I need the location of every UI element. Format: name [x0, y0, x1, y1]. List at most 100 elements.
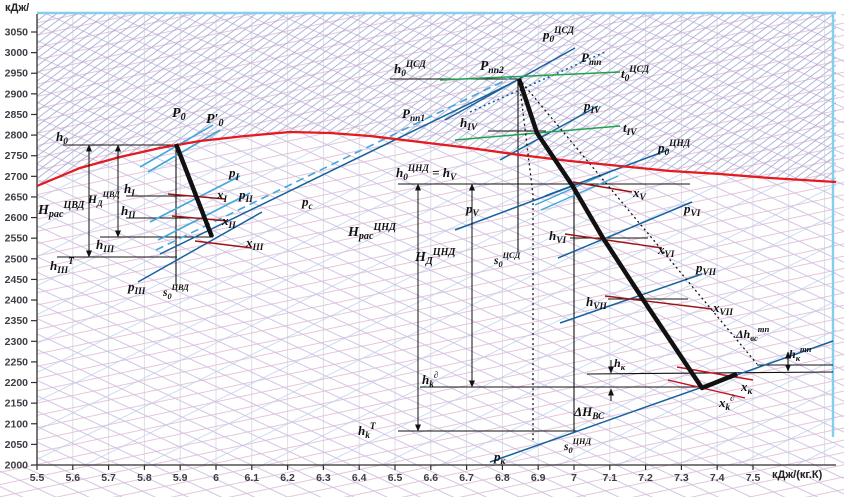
pk-label: pк: [493, 449, 506, 467]
y-tick-label: 2650: [5, 191, 29, 203]
xIII-label: xIII: [245, 235, 264, 253]
hI-label: hI: [124, 181, 135, 199]
isoline-layer: [57, 47, 834, 463]
arrow-layer: [86, 144, 791, 432]
h0-label: h0: [56, 129, 68, 147]
tIV-label: tIV: [623, 120, 637, 138]
pVII-label: pVII: [695, 260, 716, 278]
x-tick-label: 6.6: [423, 472, 438, 484]
p0csd-label: p0ЦСД: [542, 26, 575, 45]
ppp1-label: Pпп1: [402, 106, 425, 124]
y-tick-label: 2800: [5, 130, 29, 142]
x-tick-label: 6.8: [495, 472, 510, 484]
x-tick-label: 6.4: [352, 472, 367, 484]
y-tick-label: 3000: [5, 47, 29, 59]
y-tick-label: 2250: [5, 356, 29, 368]
y-tick-label: 2300: [5, 336, 29, 348]
xkd-line: [667, 379, 746, 399]
t0csd-label: t0ЦСД: [621, 65, 650, 84]
ppp1-line: [155, 76, 513, 251]
hp-process: [173, 143, 215, 238]
x-tick-label: 7.2: [638, 472, 653, 484]
hkd-label: hk∂: [422, 371, 439, 390]
y-tick-label: 2050: [5, 439, 29, 451]
x-tick-label: 6.2: [280, 472, 295, 484]
y-tick-label: 2900: [5, 88, 29, 100]
s0cvd-label: s0ЦВД: [162, 283, 189, 301]
x-axis-unit-label: кДж/(кг.К): [772, 469, 823, 481]
y-tick-label: 2950: [5, 68, 29, 80]
t0csd-line: [439, 71, 621, 81]
xVI-label: xVI: [657, 242, 675, 260]
x-tick-label: 6.3: [316, 472, 331, 484]
pk-line: [489, 340, 834, 463]
pI-label: pI: [228, 165, 240, 183]
x-tick-label: 6: [213, 472, 219, 484]
y-tick-label: 2450: [5, 274, 29, 286]
Hras-cvd-label: HрасЦВД: [37, 200, 85, 220]
ppp2-label: Pпп2: [480, 58, 504, 76]
axis-layer: 2000 2050 2100 2150 2200 2250 2300 2350 2400 2450…: [5, 11, 836, 484]
pVI-label: pVI: [683, 201, 701, 219]
y-tick-label: 2600: [5, 212, 29, 224]
pc-line: [159, 80, 517, 255]
process-layer: [173, 78, 738, 443]
x-tick-label: 7: [571, 472, 577, 484]
y-tick-label: 2400: [5, 295, 29, 307]
dhvstp-label: Δhвстп: [735, 324, 769, 343]
V-cyan2-line: [540, 175, 619, 211]
x-tick-label: 6.1: [244, 472, 259, 484]
y-tick-label: 2850: [5, 109, 29, 121]
saturation-curve: [36, 130, 837, 188]
x-tick-label: 6.9: [531, 472, 546, 484]
y-tick-label: 2150: [5, 398, 29, 410]
xIII-line: [194, 240, 253, 249]
y-tick-label: 2000: [5, 460, 29, 472]
h0csd-label: h0ЦСД: [394, 60, 426, 79]
xI-label: xI: [216, 187, 228, 205]
pVI-line: [557, 201, 693, 259]
x-tick-label: 6.5: [388, 472, 403, 484]
ptp-label: Pтп: [581, 50, 601, 68]
dottedA-line: [518, 78, 534, 443]
hIV-label: hIV: [460, 115, 478, 133]
hII-label: hII: [121, 203, 136, 221]
p0cnd-line: [544, 149, 669, 197]
pIV-label: pIV: [583, 98, 601, 116]
pIV-line: [499, 105, 599, 161]
y-tick-label: 2350: [5, 315, 29, 327]
x-tick-label: 5.7: [101, 472, 116, 484]
hIIIT-label: hIIIT: [50, 257, 75, 276]
pc-label: pс: [301, 194, 314, 212]
h0cnd-label: h0ЦНД = hV: [396, 164, 457, 183]
dHvs-label: ΔHВС: [573, 404, 605, 422]
Hd-cnd-label: HДЦНД: [414, 247, 456, 267]
xVII-line: [604, 295, 713, 310]
xV-line: [572, 181, 633, 193]
x-tick-label: 5.5: [30, 472, 45, 484]
p0csd-line: [444, 47, 576, 121]
p0cnd-label: p0ЦНД: [657, 139, 691, 158]
y-tick-label: 2550: [5, 233, 29, 245]
hkT-label: hkT: [358, 422, 377, 441]
y-tick-label: 2200: [5, 377, 29, 389]
x-tick-label: 7.1: [602, 472, 617, 484]
hVII-label: hVII: [586, 294, 607, 312]
xVI-line: [564, 233, 663, 249]
xII-line: [171, 215, 229, 222]
pIII-line: [137, 211, 263, 283]
P0-label: P0: [172, 106, 186, 123]
s0csd-label: s0ЦСД: [493, 251, 521, 269]
pV-label: pV: [465, 201, 480, 219]
grid-layer: [72, 14, 826, 465]
x-tick-label: 5.9: [173, 472, 188, 484]
s0cnd-label: s0ЦНД: [563, 437, 591, 455]
hk-small-label: hк: [614, 356, 626, 372]
x-tick-label: 7.4: [710, 472, 725, 484]
xV-label: xV: [632, 185, 647, 203]
xkd-label: xk∂: [718, 394, 735, 413]
xII-label: xII: [221, 213, 236, 231]
x-tick-label: 5.6: [65, 472, 80, 484]
